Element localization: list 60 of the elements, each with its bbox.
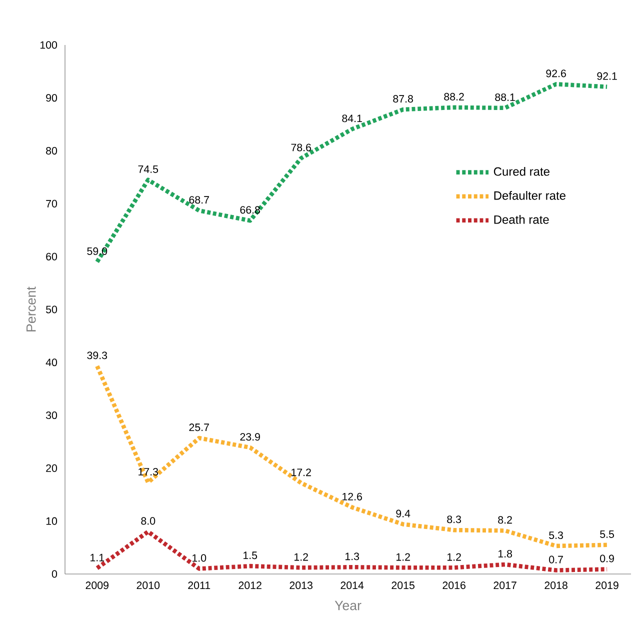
y-tick-label: 100 xyxy=(40,41,58,49)
data-label: 92.6 xyxy=(546,70,566,78)
y-tick-label: 50 xyxy=(46,306,58,314)
legend-label: Defaulter rate xyxy=(494,190,566,200)
data-label: 74.5 xyxy=(138,166,158,173)
data-label: 12.6 xyxy=(342,492,362,500)
data-label: 1.8 xyxy=(498,550,512,558)
x-tick-label: 2009 xyxy=(86,582,108,590)
x-tick-label: 2015 xyxy=(392,582,414,590)
data-label: 8.2 xyxy=(498,516,512,524)
data-label: 0.7 xyxy=(549,556,563,564)
data-label: 1.2 xyxy=(447,553,461,561)
y-tick-label: 90 xyxy=(46,94,58,102)
data-label: 8.0 xyxy=(141,517,156,525)
data-label: 8.3 xyxy=(447,516,462,524)
y-tick-label: 70 xyxy=(46,200,58,208)
data-label: 23.9 xyxy=(240,433,260,441)
data-label: 68.7 xyxy=(189,196,209,204)
data-label: 84.1 xyxy=(342,114,362,122)
x-tick-label: 2013 xyxy=(290,582,312,590)
legend-label: Death rate xyxy=(494,215,549,224)
x-tick-label: 2019 xyxy=(596,582,618,590)
data-label: 66.8 xyxy=(240,206,260,214)
data-label: 1.5 xyxy=(244,552,258,560)
data-label: 1.2 xyxy=(294,553,308,561)
data-label: 1.3 xyxy=(345,552,360,560)
x-tick-label: 2014 xyxy=(340,582,364,590)
data-label: 5.3 xyxy=(549,531,563,540)
data-label: 87.8 xyxy=(393,95,413,103)
y-tick-label: 10 xyxy=(46,517,58,525)
x-tick-label: 2018 xyxy=(544,582,568,590)
legend-label: Cured rate xyxy=(494,166,550,176)
data-label: 0.9 xyxy=(600,554,614,562)
data-label: 17.3 xyxy=(138,468,158,476)
x-tick-label: 2017 xyxy=(494,582,516,590)
data-label: 9.4 xyxy=(396,510,410,518)
data-label: 59.0 xyxy=(87,247,108,255)
x-tick-label: 2016 xyxy=(442,582,466,590)
y-tick-label: 0 xyxy=(52,570,58,578)
y-axis-title: Percent xyxy=(26,286,36,332)
data-label: 92.1 xyxy=(597,72,617,80)
y-tick-label: 60 xyxy=(46,252,58,260)
data-label: 78.6 xyxy=(291,144,311,152)
y-tick-label: 20 xyxy=(46,464,58,472)
x-tick-label: 2010 xyxy=(136,582,160,590)
data-label: 25.7 xyxy=(189,424,209,432)
data-label: 5.5 xyxy=(600,530,614,538)
data-label: 88.2 xyxy=(444,92,464,100)
y-tick-label: 80 xyxy=(46,147,58,155)
x-tick-label: 2011 xyxy=(188,582,210,590)
y-tick-label: 30 xyxy=(46,412,58,420)
y-tick-label: 40 xyxy=(46,358,58,366)
data-label: 88.1 xyxy=(495,93,515,102)
x-axis-title: Year xyxy=(334,600,362,610)
data-label: 39.3 xyxy=(87,352,108,360)
x-tick-label: 2012 xyxy=(238,582,262,590)
data-label: 17.2 xyxy=(292,468,311,476)
data-label: 1.1 xyxy=(90,554,104,562)
data-label: 1.2 xyxy=(396,553,410,561)
data-label: 1.0 xyxy=(192,554,206,562)
